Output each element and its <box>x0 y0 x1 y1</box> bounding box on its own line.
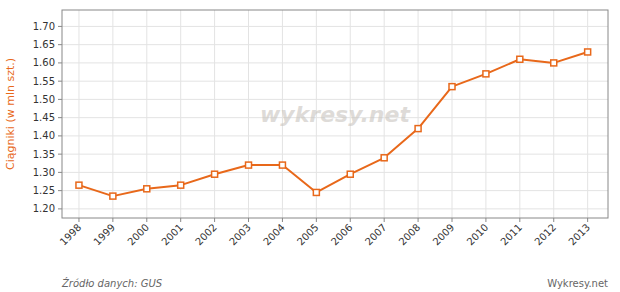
y-tick <box>58 135 62 136</box>
x-tick <box>519 218 520 222</box>
x-tick-label: 2012 <box>532 222 558 248</box>
marker <box>246 162 252 168</box>
x-tick <box>248 218 249 222</box>
marker <box>449 84 455 90</box>
y-tick <box>58 190 62 191</box>
y-grid-line <box>62 81 608 82</box>
y-axis-label: Ciągniki (w mln szt.) <box>4 58 17 170</box>
y-tick-label: 1.65 <box>33 39 55 50</box>
x-tick-label: 2000 <box>125 222 151 248</box>
marker <box>212 171 218 177</box>
y-tick <box>58 99 62 100</box>
x-grid-line <box>519 10 520 218</box>
line <box>79 52 588 196</box>
y-tick-label: 1.70 <box>33 21 55 32</box>
y-tick <box>58 26 62 27</box>
y-tick <box>58 117 62 118</box>
y-tick <box>58 172 62 173</box>
x-tick-label: 2002 <box>193 222 219 248</box>
y-tick-label: 1.25 <box>33 185 55 196</box>
x-tick <box>350 218 351 222</box>
y-tick-label: 1.20 <box>33 203 55 214</box>
y-grid-line <box>62 154 608 155</box>
x-tick-label: 2005 <box>295 222 321 248</box>
x-tick <box>112 218 113 222</box>
y-grid-line <box>62 62 608 63</box>
marker <box>279 162 285 168</box>
y-grid-line <box>62 99 608 100</box>
source-note: Źródło danych: GUS <box>61 277 163 289</box>
x-grid-line <box>452 10 453 218</box>
y-tick-label: 1.30 <box>33 167 55 178</box>
y-tick-label: 1.50 <box>33 94 55 105</box>
x-tick <box>214 218 215 222</box>
x-tick-label: 2007 <box>363 222 389 248</box>
x-tick-label: 2001 <box>159 222 185 248</box>
grid <box>62 10 608 218</box>
plot-frame <box>62 10 608 218</box>
x-tick-label: 2003 <box>227 222 253 248</box>
x-tick <box>553 218 554 222</box>
x-grid-line <box>248 10 249 218</box>
marker <box>585 49 591 55</box>
y-tick-label: 1.35 <box>33 149 55 160</box>
y-grid-line <box>62 44 608 45</box>
x-grid-line <box>112 10 113 218</box>
y-grid-line <box>62 135 608 136</box>
watermark: wykresy.net <box>260 102 411 127</box>
x-grid-line <box>587 10 588 218</box>
marker <box>178 182 184 188</box>
x-tick <box>282 218 283 222</box>
x-tick <box>316 218 317 222</box>
background <box>0 0 620 292</box>
x-tick <box>78 218 79 222</box>
credit-note: Wykresy.net <box>547 278 608 289</box>
x-tick <box>146 218 147 222</box>
y-grid-line <box>62 26 608 27</box>
x-grid-line <box>418 10 419 218</box>
x-tick-label: 2013 <box>566 222 592 248</box>
x-tick <box>452 218 453 222</box>
marker <box>415 126 421 132</box>
x-grid-line <box>553 10 554 218</box>
x-tick-label: 2009 <box>431 222 457 248</box>
x-tick-label: 2008 <box>397 222 423 248</box>
marker <box>144 186 150 192</box>
y-tick <box>58 208 62 209</box>
x-tick-label: 1998 <box>58 222 84 248</box>
x-tick-label: 2004 <box>261 222 287 248</box>
marker <box>76 182 82 188</box>
y-tick <box>58 62 62 63</box>
y-tick-label: 1.40 <box>33 130 55 141</box>
marker <box>381 155 387 161</box>
chart: 1.20 1.25 1.30 1.35 1.40 1.45 1.50 1.55 1.60 1.65… <box>0 0 620 292</box>
x-grid-line <box>214 10 215 218</box>
marker <box>110 193 116 199</box>
x-tick-label: 2010 <box>465 222 491 248</box>
marker <box>483 71 489 77</box>
x-tick <box>418 218 419 222</box>
x-tick-label: 2006 <box>329 222 355 248</box>
y-grid-line <box>62 208 608 209</box>
y-tick-label: 1.45 <box>33 112 55 123</box>
y-tick <box>58 44 62 45</box>
series <box>76 49 591 199</box>
y-tick <box>58 154 62 155</box>
x-tick <box>485 218 486 222</box>
x-tick <box>180 218 181 222</box>
marker <box>313 189 319 195</box>
marker <box>517 56 523 62</box>
x-tick <box>384 218 385 222</box>
y-tick-label: 1.55 <box>33 76 55 87</box>
y-tick-label: 1.60 <box>33 57 55 68</box>
x-tick-label: 1999 <box>92 222 118 248</box>
x-tick-label: 2011 <box>498 222 524 248</box>
marker <box>347 171 353 177</box>
y-tick <box>58 81 62 82</box>
marker <box>551 60 557 66</box>
x-tick <box>587 218 588 222</box>
x-grid-line <box>485 10 486 218</box>
y-grid-line <box>62 172 608 173</box>
